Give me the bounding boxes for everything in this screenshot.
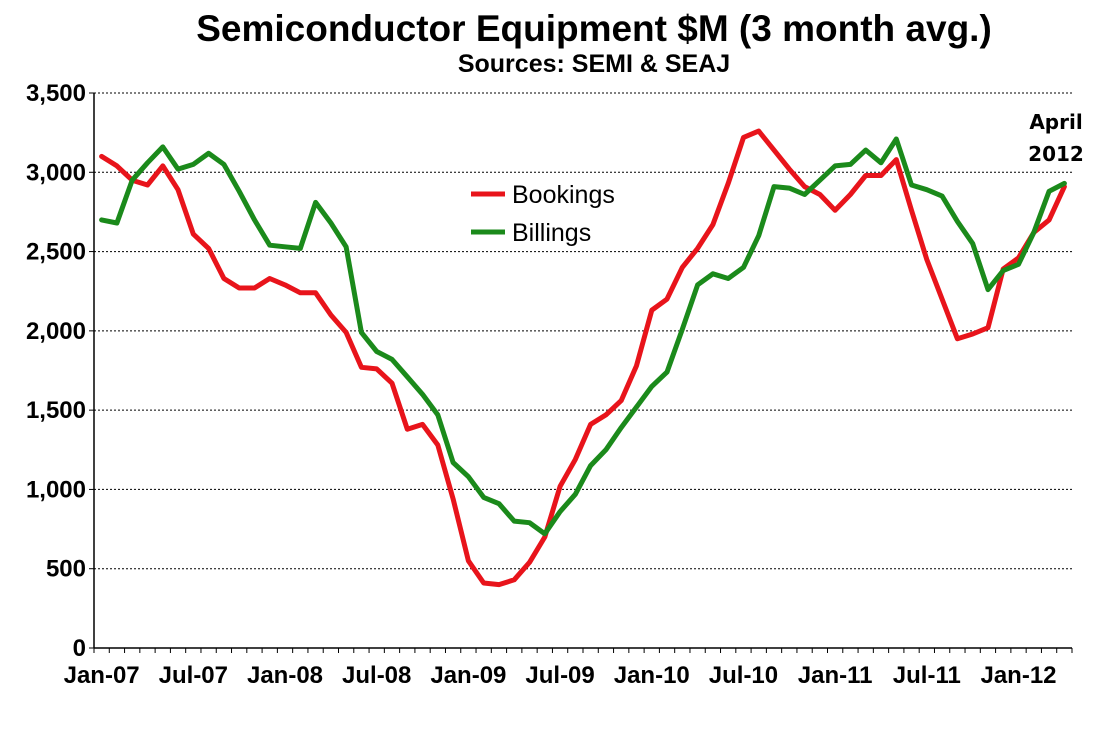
y-tick-label-0: 0 <box>73 635 86 662</box>
legend-label-billings: Billings <box>512 219 591 247</box>
x-tick-label-8: Jan-11 <box>798 662 873 689</box>
x-tick-label-1: Jul-07 <box>159 662 228 689</box>
chart-subtitle: Sources: SEMI & SEAJ <box>457 50 731 78</box>
x-tick-label-0: Jan-07 <box>64 662 140 689</box>
axes: 0 500 1,000 1,500 2,000 2,500 3,000 3,500 Jan-07… <box>26 80 1073 689</box>
y-tick-label-5: 2,500 <box>26 239 86 266</box>
series-lines <box>99 128 1067 588</box>
x-tick-label-10: Jan-12 <box>980 662 1056 689</box>
chart-title: Semiconductor Equipment $M (3 month avg.… <box>196 8 992 49</box>
x-tick-label-9: Jul-11 <box>893 662 961 689</box>
y-tick-label-1: 500 <box>46 556 86 583</box>
x-tick-label-7: Jul-10 <box>709 662 778 689</box>
gridlines <box>94 92 1072 570</box>
annotation-line-2: 2012 <box>1028 142 1084 166</box>
annotation: April 2012 <box>1028 110 1084 166</box>
legend-label-bookings: Bookings <box>512 181 615 209</box>
x-tick-label-5: Jul-09 <box>525 662 594 689</box>
x-tick-label-6: Jan-10 <box>614 662 690 689</box>
y-tick-label-2: 1,000 <box>26 476 86 503</box>
x-tick-label-4: Jan-09 <box>430 662 506 689</box>
y-tick-label-4: 2,000 <box>26 318 86 345</box>
x-tick-label-3: Jul-08 <box>342 662 411 689</box>
series-line-billings <box>99 136 1067 537</box>
series-line-bookings <box>99 128 1067 588</box>
x-tick-label-2: Jan-08 <box>247 662 323 689</box>
y-tick-label-3: 1,500 <box>26 397 86 424</box>
legend: Bookings Billings <box>471 181 615 247</box>
y-tick-label-7: 3,500 <box>26 80 86 107</box>
y-tick-label-6: 3,000 <box>26 159 86 186</box>
annotation-line-1: April <box>1029 110 1082 134</box>
